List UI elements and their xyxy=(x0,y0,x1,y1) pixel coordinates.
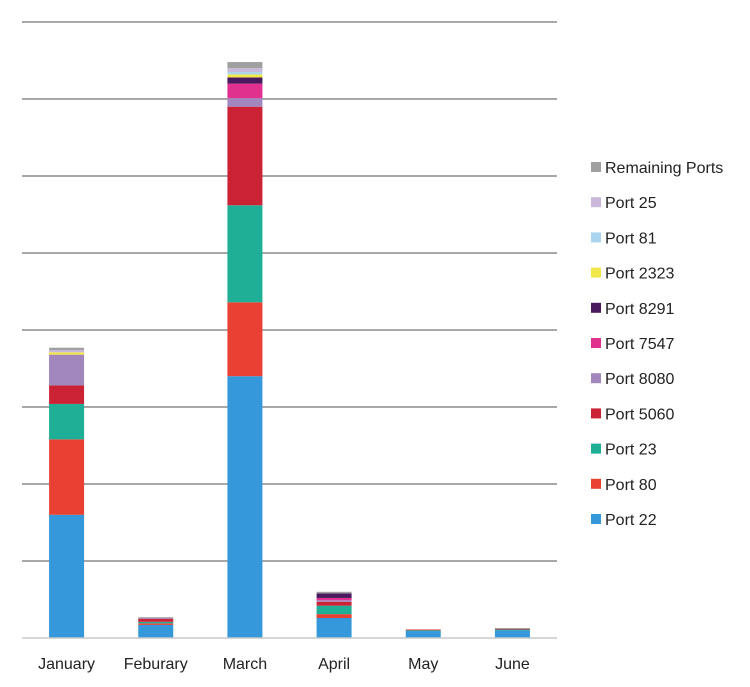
legend-swatch xyxy=(591,162,601,172)
legend-label: Port 22 xyxy=(605,512,657,529)
legend-swatch xyxy=(591,514,601,524)
bar-segment-port-22-june xyxy=(494,630,530,638)
legend-label: Port 5060 xyxy=(605,406,674,423)
bar-segment-port-8291-march xyxy=(227,77,263,84)
bar-segment-port-5060-feburary xyxy=(138,618,174,622)
x-tick-label: Feburary xyxy=(124,656,188,673)
bar-segment-port-23-april xyxy=(316,605,352,615)
bar-segment-port-23-january xyxy=(49,403,85,440)
bar-segment-port-22-march xyxy=(227,376,263,638)
bar-segment-port-5060-march xyxy=(227,106,263,206)
legend-label: Port 25 xyxy=(605,195,657,212)
x-tick-label: March xyxy=(223,656,267,673)
legend-label: Port 80 xyxy=(605,477,657,494)
legend-swatch xyxy=(591,373,601,384)
bar-segment-remaining-ports-feburary xyxy=(138,617,174,619)
bar-segment-remaining-ports-april xyxy=(316,591,352,594)
bar-segment-port-22-april xyxy=(316,617,352,638)
bar-segment-port-80-march xyxy=(227,302,263,377)
legend-label: Port 7547 xyxy=(605,336,674,353)
bar-segment-port-8080-feburary xyxy=(138,617,174,619)
bar-segment-port-7547-march xyxy=(227,83,263,99)
legend-swatch xyxy=(591,478,601,489)
legend-swatch xyxy=(591,302,601,313)
bar-segment-port-25-march xyxy=(227,68,263,73)
legend-swatch xyxy=(591,232,601,243)
bar-segment-remaining-ports-march xyxy=(227,62,263,69)
bar-segment-port-5060-may xyxy=(405,629,441,631)
bar-segment-port-80-feburary xyxy=(138,623,174,625)
legend-label: Remaining Ports xyxy=(605,160,723,177)
gridlines xyxy=(22,21,557,562)
bar-stacks xyxy=(49,62,530,638)
bar-segment-port-22-january xyxy=(49,514,85,638)
legend-swatch xyxy=(591,408,601,419)
legend-label: Port 81 xyxy=(605,230,657,247)
bar-segment-port-8291-april xyxy=(316,593,352,598)
bar-segment-port-25-january xyxy=(49,350,85,353)
bar-segment-port-8080-january xyxy=(49,354,85,386)
legend-swatch xyxy=(591,197,601,208)
legend: Remaining Ports Port 25 Port 81 Port 2323 Po… xyxy=(591,160,723,529)
bar-segment-port-80-january xyxy=(49,439,85,515)
legend-label: Port 8080 xyxy=(605,371,674,388)
x-tick-label: June xyxy=(495,656,530,673)
bar-segment-port-7547-april xyxy=(316,597,352,601)
bar-segment-remaining-ports-january xyxy=(49,347,85,351)
bar-segment-port-22-may xyxy=(405,631,441,638)
bar-segment-port-8080-april xyxy=(316,600,352,602)
legend-label: Port 23 xyxy=(605,442,657,459)
legend-swatch xyxy=(591,338,601,348)
bar-segment-port-2323-january xyxy=(49,352,85,355)
bar-segment-port-2323-march xyxy=(227,74,263,78)
bar-segment-port-5060-june xyxy=(494,628,530,630)
legend-swatch xyxy=(591,443,601,454)
legend-swatch xyxy=(591,267,601,278)
x-tick-label: January xyxy=(38,656,95,673)
legend-label: Port 2323 xyxy=(605,266,674,283)
bar-segment-port-8080-march xyxy=(227,98,263,107)
bar-segment-remaining-ports-june xyxy=(494,627,530,629)
bar-segment-port-80-april xyxy=(316,614,352,618)
x-axis-tick-labels: January Feburary March April May June xyxy=(38,656,530,673)
bar-segment-port-23-june xyxy=(494,629,530,631)
bar-segment-port-23-feburary xyxy=(138,621,174,624)
legend-label: Port 8291 xyxy=(605,301,674,318)
bar-segment-port-5060-april xyxy=(316,601,352,606)
bar-segment-port-23-march xyxy=(227,205,263,303)
x-tick-label: April xyxy=(318,656,350,673)
x-tick-label: May xyxy=(408,656,438,673)
bar-segment-port-22-feburary xyxy=(138,624,174,638)
bar-segment-port-81-march xyxy=(227,72,263,75)
bar-segment-port-23-may xyxy=(405,630,441,632)
bar-segment-port-5060-january xyxy=(49,385,85,404)
